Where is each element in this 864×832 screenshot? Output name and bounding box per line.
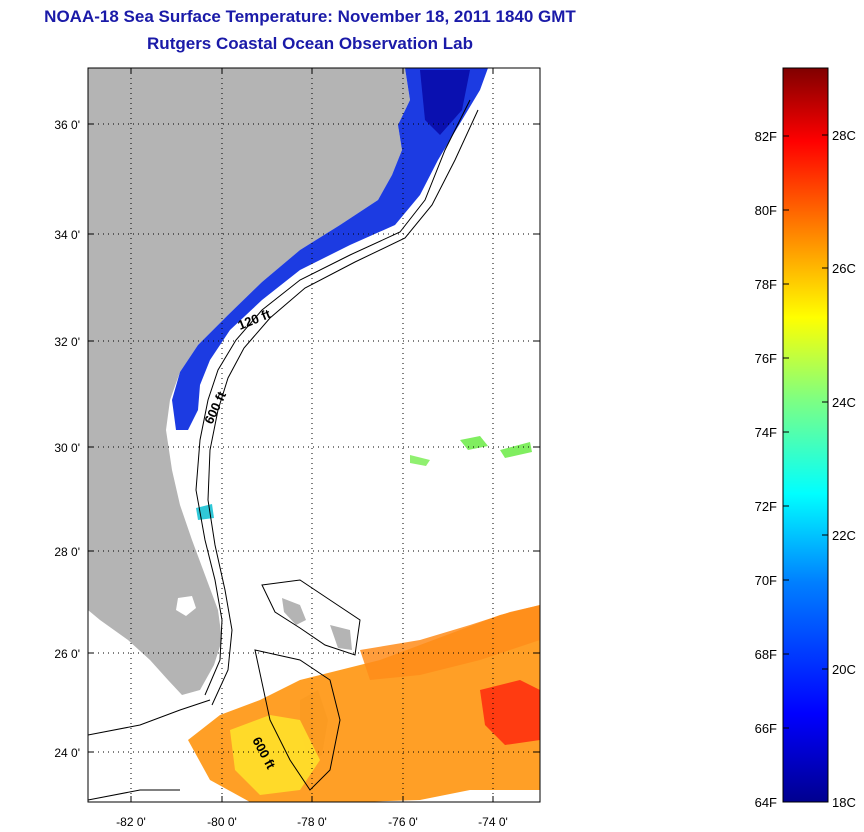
colorbar — [782, 67, 829, 803]
map-content: 120 ft 600 ft 600 ft — [88, 68, 540, 802]
colorbar-f-label: 70F — [755, 573, 777, 588]
colorbar-c-label: 24C — [832, 395, 856, 410]
colorbar-c-label: 18C — [832, 795, 856, 810]
lat-tick-label: 36 0' — [54, 118, 80, 132]
colorbar-f-label: 76F — [755, 351, 777, 366]
isobath-south-contour — [88, 699, 211, 801]
sst-yellow-region — [230, 715, 320, 795]
sst-orange-upper-band — [360, 605, 540, 680]
colorbar-f-ticks — [783, 135, 789, 729]
colorbar-f-label: 78F — [755, 277, 777, 292]
lat-tick-label: 34 0' — [54, 228, 80, 242]
colorbar-c-label: 26C — [832, 261, 856, 276]
lat-tick-label: 28 0' — [54, 545, 80, 559]
colorbar-f-label: 74F — [755, 425, 777, 440]
sst-cold-coastal-band — [172, 68, 488, 430]
lon-tick-label: -82 0' — [116, 815, 146, 829]
colorbar-c-ticks — [822, 134, 828, 670]
land-mainland — [88, 68, 410, 695]
lon-tick-label: -80 0' — [207, 815, 237, 829]
colorbar-c-label: 20C — [832, 662, 856, 677]
lon-tick-label: -78 0' — [297, 815, 327, 829]
land-bahamas-1 — [282, 598, 306, 625]
colorbar-f-label: 72F — [755, 499, 777, 514]
isobath-bahamas-contour-2 — [254, 649, 341, 791]
lat-tick-label: 24 0' — [54, 746, 80, 760]
colorbar-f-label: 82F — [755, 129, 777, 144]
map-grid — [88, 68, 540, 802]
lat-tick-label: 30 0' — [54, 441, 80, 455]
map-ticks — [88, 68, 540, 802]
colorbar-f-label: 68F — [755, 647, 777, 662]
lon-tick-label: -76 0' — [388, 815, 418, 829]
colorbar-c-label: 28C — [832, 128, 856, 143]
map-border — [87, 67, 541, 803]
colorbar-c-label: 22C — [832, 528, 856, 543]
colorbar-f-label: 80F — [755, 203, 777, 218]
sst-green-patch-1 — [460, 436, 488, 450]
sst-red-region — [480, 680, 540, 745]
map-subtitle: Rutgers Coastal Ocean Observation Lab — [147, 34, 473, 53]
sst-cold-offshore-patch — [420, 70, 470, 135]
colorbar-f-label: 64F — [755, 795, 777, 810]
lat-tick-label: 26 0' — [54, 647, 80, 661]
lon-tick-label: -74 0' — [478, 815, 508, 829]
sst-green-patch-2 — [500, 442, 532, 458]
colorbar-f-label: 66F — [755, 721, 777, 736]
sst-green-patch-3 — [410, 455, 430, 466]
land-bahamas-3 — [330, 625, 352, 650]
isobath-bahamas-contour — [261, 579, 361, 656]
land-lake-okeechobee — [176, 596, 196, 616]
isobath-600ft — [207, 109, 479, 706]
map-title: NOAA-18 Sea Surface Temperature: Novembe… — [44, 7, 576, 26]
isobath-120ft — [195, 99, 471, 696]
lat-tick-label: 32 0' — [54, 335, 80, 349]
